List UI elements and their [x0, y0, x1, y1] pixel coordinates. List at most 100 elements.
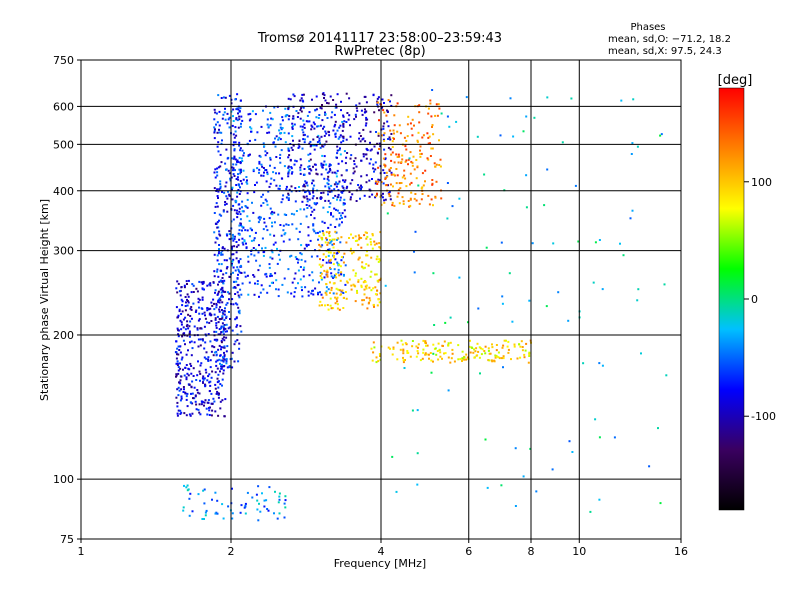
data-point [393, 114, 396, 117]
data-point [299, 99, 302, 102]
data-point [403, 169, 406, 172]
data-point [343, 120, 346, 123]
data-point [192, 367, 195, 370]
data-point [275, 172, 277, 175]
data-point [392, 185, 394, 188]
data-point [252, 211, 255, 214]
data-point [360, 246, 363, 249]
data-point [235, 325, 238, 328]
data-point [298, 230, 301, 233]
data-point [184, 296, 187, 298]
data-point [225, 202, 228, 205]
data-point [336, 156, 338, 159]
data-point [187, 313, 190, 316]
data-point [411, 161, 414, 164]
data-point [332, 282, 335, 285]
data-point [225, 360, 228, 363]
data-point [201, 338, 204, 341]
data-point [192, 302, 195, 305]
data-point [297, 146, 300, 149]
data-point [215, 123, 217, 126]
data-point [410, 160, 413, 163]
data-point [370, 243, 373, 246]
data-point [388, 169, 391, 172]
data-point [324, 291, 327, 294]
data-point [239, 125, 242, 128]
data-point [209, 359, 212, 362]
data-point [341, 221, 343, 224]
scatter-points [174, 89, 668, 522]
data-point [329, 281, 331, 284]
data-point [294, 287, 297, 290]
data-point [206, 307, 209, 310]
data-point [427, 107, 430, 110]
data-point [455, 120, 458, 123]
data-point [356, 239, 359, 242]
data-point [222, 372, 225, 375]
data-point [359, 135, 362, 137]
data-point [218, 244, 220, 246]
data-point [284, 506, 287, 509]
data-point [502, 366, 504, 369]
data-point [347, 118, 350, 121]
data-point [483, 350, 486, 352]
data-point [302, 131, 305, 134]
data-point [326, 304, 329, 306]
data-point [216, 381, 219, 384]
data-point [340, 256, 343, 258]
data-point [392, 346, 395, 349]
data-point [376, 304, 379, 307]
data-point [236, 191, 239, 194]
data-point [299, 278, 302, 281]
data-point [509, 97, 512, 100]
data-point [297, 269, 300, 272]
data-point [278, 498, 281, 501]
data-point [181, 335, 184, 338]
data-point [365, 231, 368, 234]
data-point [525, 115, 528, 118]
data-point [184, 309, 187, 312]
data-point [220, 214, 223, 217]
data-point [185, 325, 188, 328]
data-point [206, 413, 209, 416]
data-point [275, 288, 277, 291]
data-point [213, 129, 216, 132]
data-point [314, 249, 316, 252]
data-point [237, 306, 240, 309]
data-point [271, 251, 274, 254]
data-point [663, 283, 666, 286]
x-tick-label: 4 [378, 545, 385, 558]
data-point [175, 362, 178, 365]
data-point [295, 257, 298, 260]
data-point [225, 315, 228, 318]
data-point [217, 283, 219, 286]
data-point [200, 281, 203, 284]
data-point [271, 213, 274, 216]
data-point [320, 196, 323, 199]
data-point [219, 354, 222, 357]
data-point [241, 206, 243, 209]
data-point [177, 329, 180, 332]
data-point [440, 197, 443, 200]
data-point [218, 280, 221, 283]
data-point [222, 113, 225, 116]
data-point [305, 245, 308, 248]
data-point [233, 343, 236, 346]
data-point [355, 115, 357, 118]
data-point [401, 343, 404, 346]
data-point [248, 219, 251, 222]
data-point [360, 284, 363, 287]
data-point [382, 157, 385, 160]
data-point [288, 169, 291, 172]
data-point [275, 279, 278, 282]
data-point [223, 351, 225, 354]
data-point [334, 120, 337, 123]
data-point [333, 125, 336, 128]
data-point [308, 120, 311, 123]
data-point [486, 486, 489, 489]
data-point [262, 254, 265, 257]
data-point [382, 125, 385, 128]
data-point [333, 276, 336, 278]
data-point [318, 304, 321, 307]
data-point [222, 369, 225, 372]
